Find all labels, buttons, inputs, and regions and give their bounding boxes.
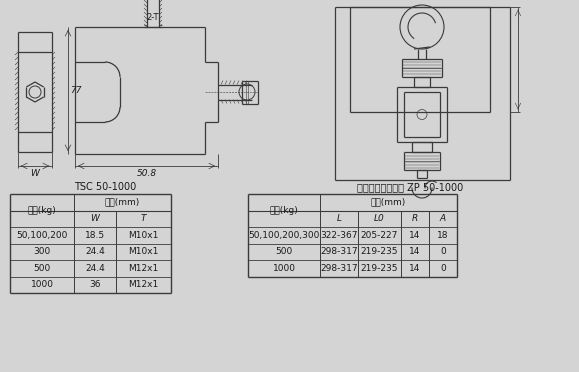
Text: 容量(kg): 容量(kg) <box>28 206 56 215</box>
Text: L0: L0 <box>374 214 385 223</box>
Text: 219-235: 219-235 <box>361 247 398 256</box>
Text: R: R <box>412 214 418 223</box>
Text: 219-235: 219-235 <box>361 264 398 273</box>
Text: 50.8: 50.8 <box>137 169 156 177</box>
Text: 14: 14 <box>409 264 421 273</box>
Text: T: T <box>141 214 146 223</box>
Text: A: A <box>440 214 446 223</box>
Text: 500: 500 <box>276 247 292 256</box>
Text: M10x1: M10x1 <box>129 247 159 256</box>
Text: 205-227: 205-227 <box>361 231 398 240</box>
Text: 24.4: 24.4 <box>85 264 105 273</box>
Text: 300: 300 <box>34 247 50 256</box>
Text: 77: 77 <box>70 86 82 95</box>
Text: 14: 14 <box>409 231 421 240</box>
Text: 36: 36 <box>89 280 101 289</box>
Text: 18: 18 <box>437 231 449 240</box>
Text: 500: 500 <box>34 264 50 273</box>
Text: TSC 50-1000: TSC 50-1000 <box>74 182 136 192</box>
Text: W: W <box>90 214 100 223</box>
Text: 298-317: 298-317 <box>320 264 358 273</box>
Text: 容量(kg): 容量(kg) <box>270 206 298 215</box>
Text: 1000: 1000 <box>273 264 295 273</box>
Text: 0: 0 <box>440 247 446 256</box>
Text: M12x1: M12x1 <box>129 280 159 289</box>
Text: 关节轴承式连接件 ZP 50-1000: 关节轴承式连接件 ZP 50-1000 <box>357 182 463 192</box>
Text: 50,100,200: 50,100,200 <box>16 231 68 240</box>
Text: 0: 0 <box>440 264 446 273</box>
Text: 18.5: 18.5 <box>85 231 105 240</box>
Text: L: L <box>336 214 342 223</box>
Text: 50,100,200,300: 50,100,200,300 <box>248 231 320 240</box>
Text: 298-317: 298-317 <box>320 247 358 256</box>
Text: M10x1: M10x1 <box>129 231 159 240</box>
Text: 322-367: 322-367 <box>320 231 358 240</box>
Text: 1000: 1000 <box>31 280 53 289</box>
Text: 24.4: 24.4 <box>85 247 105 256</box>
Text: 尺寸(mm): 尺寸(mm) <box>371 198 406 207</box>
Text: 14: 14 <box>409 247 421 256</box>
Text: 2-T: 2-T <box>146 13 159 22</box>
Text: M12x1: M12x1 <box>129 264 159 273</box>
Text: 尺寸(mm): 尺寸(mm) <box>105 198 140 207</box>
Text: W: W <box>31 169 39 177</box>
